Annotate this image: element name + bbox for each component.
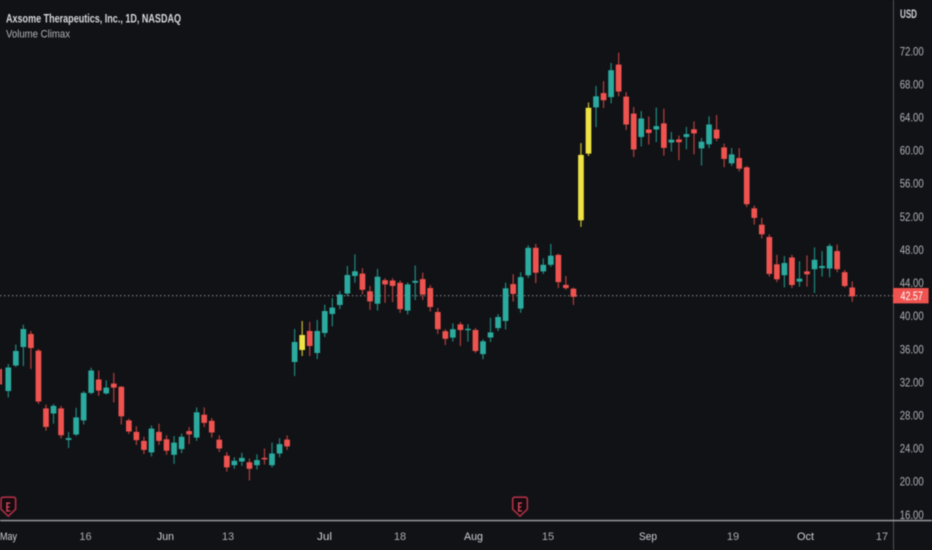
svg-text:17: 17 (876, 531, 888, 543)
svg-text:16: 16 (79, 531, 91, 543)
svg-text:Oct: Oct (797, 531, 814, 543)
svg-text:40.00: 40.00 (900, 311, 924, 323)
svg-text:68.00: 68.00 (900, 79, 924, 91)
svg-text:Sep: Sep (639, 531, 657, 543)
svg-text:44.00: 44.00 (900, 278, 924, 290)
svg-text:60.00: 60.00 (900, 146, 924, 158)
svg-text:42.57: 42.57 (901, 291, 923, 303)
svg-text:13: 13 (222, 531, 234, 543)
svg-text:28.00: 28.00 (900, 411, 924, 423)
svg-text:19: 19 (727, 531, 739, 543)
svg-text:Jun: Jun (157, 531, 174, 543)
svg-text:18: 18 (394, 531, 406, 543)
svg-text:64.00: 64.00 (900, 113, 924, 125)
svg-text:36.00: 36.00 (900, 344, 924, 356)
svg-text:48.00: 48.00 (900, 245, 924, 257)
svg-text:USD: USD (900, 7, 917, 21)
svg-text:72.00: 72.00 (900, 46, 924, 58)
svg-text:May: May (0, 531, 17, 543)
svg-text:Aug: Aug (464, 531, 483, 543)
svg-text:56.00: 56.00 (900, 179, 924, 191)
svg-text:Volume Climax: Volume Climax (6, 29, 70, 41)
svg-text:32.00: 32.00 (900, 377, 924, 389)
svg-text:Axsome Therapeutics, Inc., 1D,: Axsome Therapeutics, Inc., 1D, NASDAQ (6, 12, 181, 26)
svg-text:24.00: 24.00 (900, 444, 924, 456)
svg-text:52.00: 52.00 (900, 212, 924, 224)
svg-text:20.00: 20.00 (900, 477, 924, 489)
svg-text:Jul: Jul (317, 531, 332, 543)
svg-text:16.00: 16.00 (900, 510, 924, 522)
svg-text:15: 15 (542, 531, 554, 543)
